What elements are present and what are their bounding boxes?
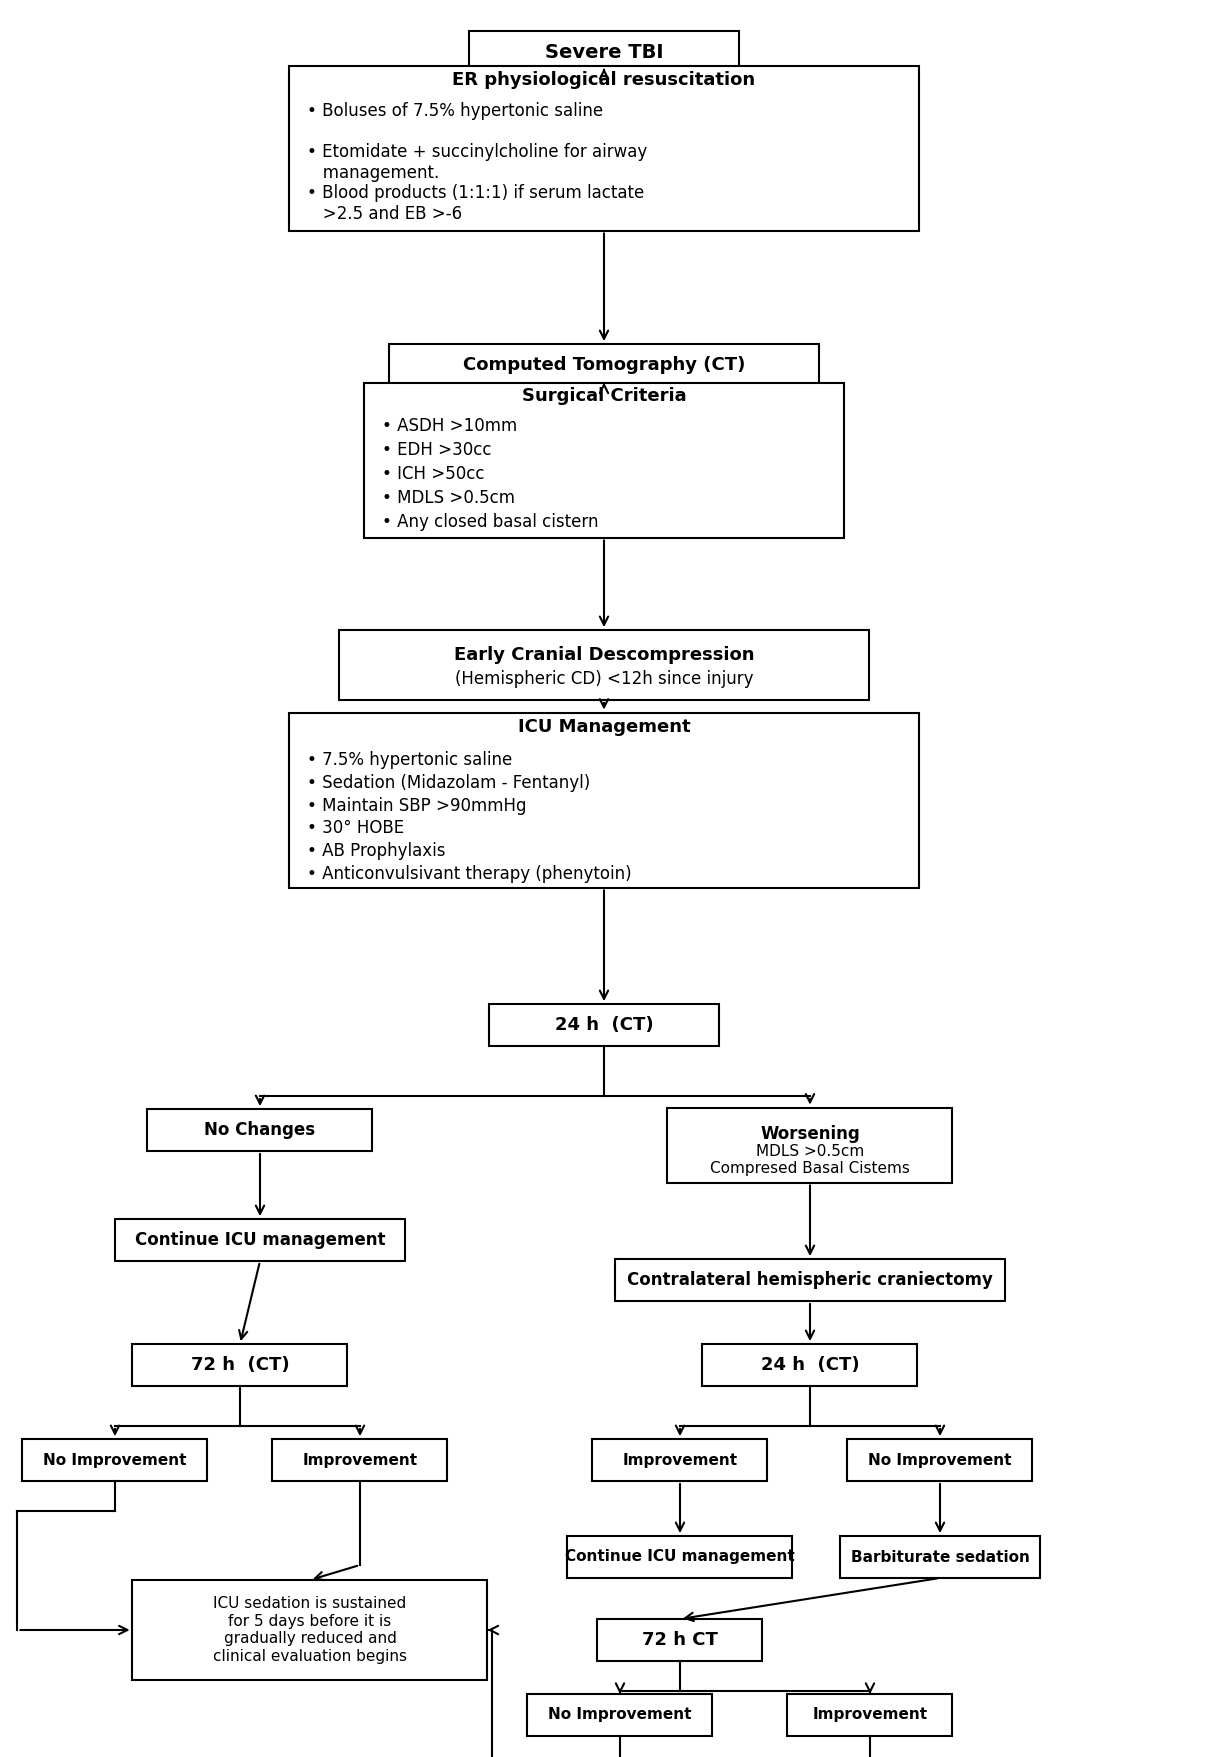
Bar <box>339 631 869 699</box>
Text: Improvement: Improvement <box>623 1453 737 1467</box>
Bar <box>488 1003 719 1045</box>
Bar <box>364 383 844 538</box>
Text: Early Cranial Descompression: Early Cranial Descompression <box>453 645 754 664</box>
Text: MDLS >0.5cm
Compresed Basal Cistems: MDLS >0.5cm Compresed Basal Cistems <box>710 1144 910 1175</box>
Bar <box>597 1618 763 1660</box>
Text: • ICH >50cc: • ICH >50cc <box>382 464 485 483</box>
Text: Computed Tomography (CT): Computed Tomography (CT) <box>463 357 745 374</box>
Text: • EDH >30cc: • EDH >30cc <box>382 441 492 459</box>
Text: (Hemispheric CD) <12h since injury: (Hemispheric CD) <12h since injury <box>455 669 753 689</box>
Text: • AB Prophylaxis: • AB Prophylaxis <box>307 842 445 861</box>
Text: ICU sedation is sustained
for 5 days before it is
gradually reduced and
clinical: ICU sedation is sustained for 5 days bef… <box>213 1597 407 1664</box>
Text: Contralateral hemispheric craniectomy: Contralateral hemispheric craniectomy <box>627 1270 993 1290</box>
Text: No Improvement: No Improvement <box>44 1453 186 1467</box>
Text: 24 h  (CT): 24 h (CT) <box>555 1016 653 1035</box>
Text: Surgical Criteria: Surgical Criteria <box>522 387 687 404</box>
Text: No Changes: No Changes <box>204 1121 316 1139</box>
Text: Improvement: Improvement <box>812 1708 927 1722</box>
Bar <box>787 1694 953 1736</box>
Text: • Etomidate + succinylcholine for airway
   management.: • Etomidate + succinylcholine for airway… <box>307 142 647 181</box>
Text: • Maintain SBP >90mmHg: • Maintain SBP >90mmHg <box>307 796 526 815</box>
Bar <box>567 1536 793 1578</box>
Text: 72 h  (CT): 72 h (CT) <box>191 1356 289 1374</box>
Bar <box>289 65 919 230</box>
Text: • 7.5% hypertonic saline: • 7.5% hypertonic saline <box>307 750 513 770</box>
Bar <box>469 32 739 74</box>
Text: • Anticonvulsivant therapy (phenytoin): • Anticonvulsivant therapy (phenytoin) <box>307 864 631 882</box>
Text: No Improvement: No Improvement <box>548 1708 692 1722</box>
Text: • Any closed basal cistern: • Any closed basal cistern <box>382 513 598 531</box>
Text: • ASDH >10mm: • ASDH >10mm <box>382 416 517 434</box>
Text: Continue ICU management: Continue ICU management <box>134 1232 386 1249</box>
Text: • Blood products (1:1:1) if serum lactate
   >2.5 and EB >-6: • Blood products (1:1:1) if serum lactat… <box>307 184 644 223</box>
Bar <box>115 1219 405 1262</box>
Bar <box>147 1109 372 1151</box>
Bar <box>289 713 919 887</box>
Bar <box>389 344 818 387</box>
Bar <box>23 1439 208 1481</box>
Bar <box>702 1344 918 1386</box>
Bar <box>615 1260 1005 1300</box>
Bar <box>840 1536 1040 1578</box>
Bar <box>592 1439 768 1481</box>
Text: Improvement: Improvement <box>302 1453 417 1467</box>
Text: Worsening: Worsening <box>760 1124 860 1142</box>
Text: ICU Management: ICU Management <box>517 719 690 736</box>
Text: • Sedation (Midazolam - Fentanyl): • Sedation (Midazolam - Fentanyl) <box>307 773 590 792</box>
Text: • 30° HOBE: • 30° HOBE <box>307 819 404 838</box>
Text: Barbiturate sedation: Barbiturate sedation <box>851 1550 1029 1564</box>
Bar <box>527 1694 712 1736</box>
Text: Continue ICU management: Continue ICU management <box>565 1550 794 1564</box>
Text: ER physiological resuscitation: ER physiological resuscitation <box>452 70 756 88</box>
Bar <box>133 1344 347 1386</box>
Bar <box>272 1439 447 1481</box>
Bar <box>133 1580 487 1680</box>
Text: 24 h  (CT): 24 h (CT) <box>760 1356 860 1374</box>
Text: Severe TBI: Severe TBI <box>545 42 664 61</box>
Text: 72 h CT: 72 h CT <box>642 1630 718 1650</box>
Text: • MDLS >0.5cm: • MDLS >0.5cm <box>382 488 515 506</box>
Bar <box>848 1439 1032 1481</box>
Text: No Improvement: No Improvement <box>868 1453 1012 1467</box>
Bar <box>667 1107 953 1182</box>
Text: • Boluses of 7.5% hypertonic saline: • Boluses of 7.5% hypertonic saline <box>307 102 603 119</box>
